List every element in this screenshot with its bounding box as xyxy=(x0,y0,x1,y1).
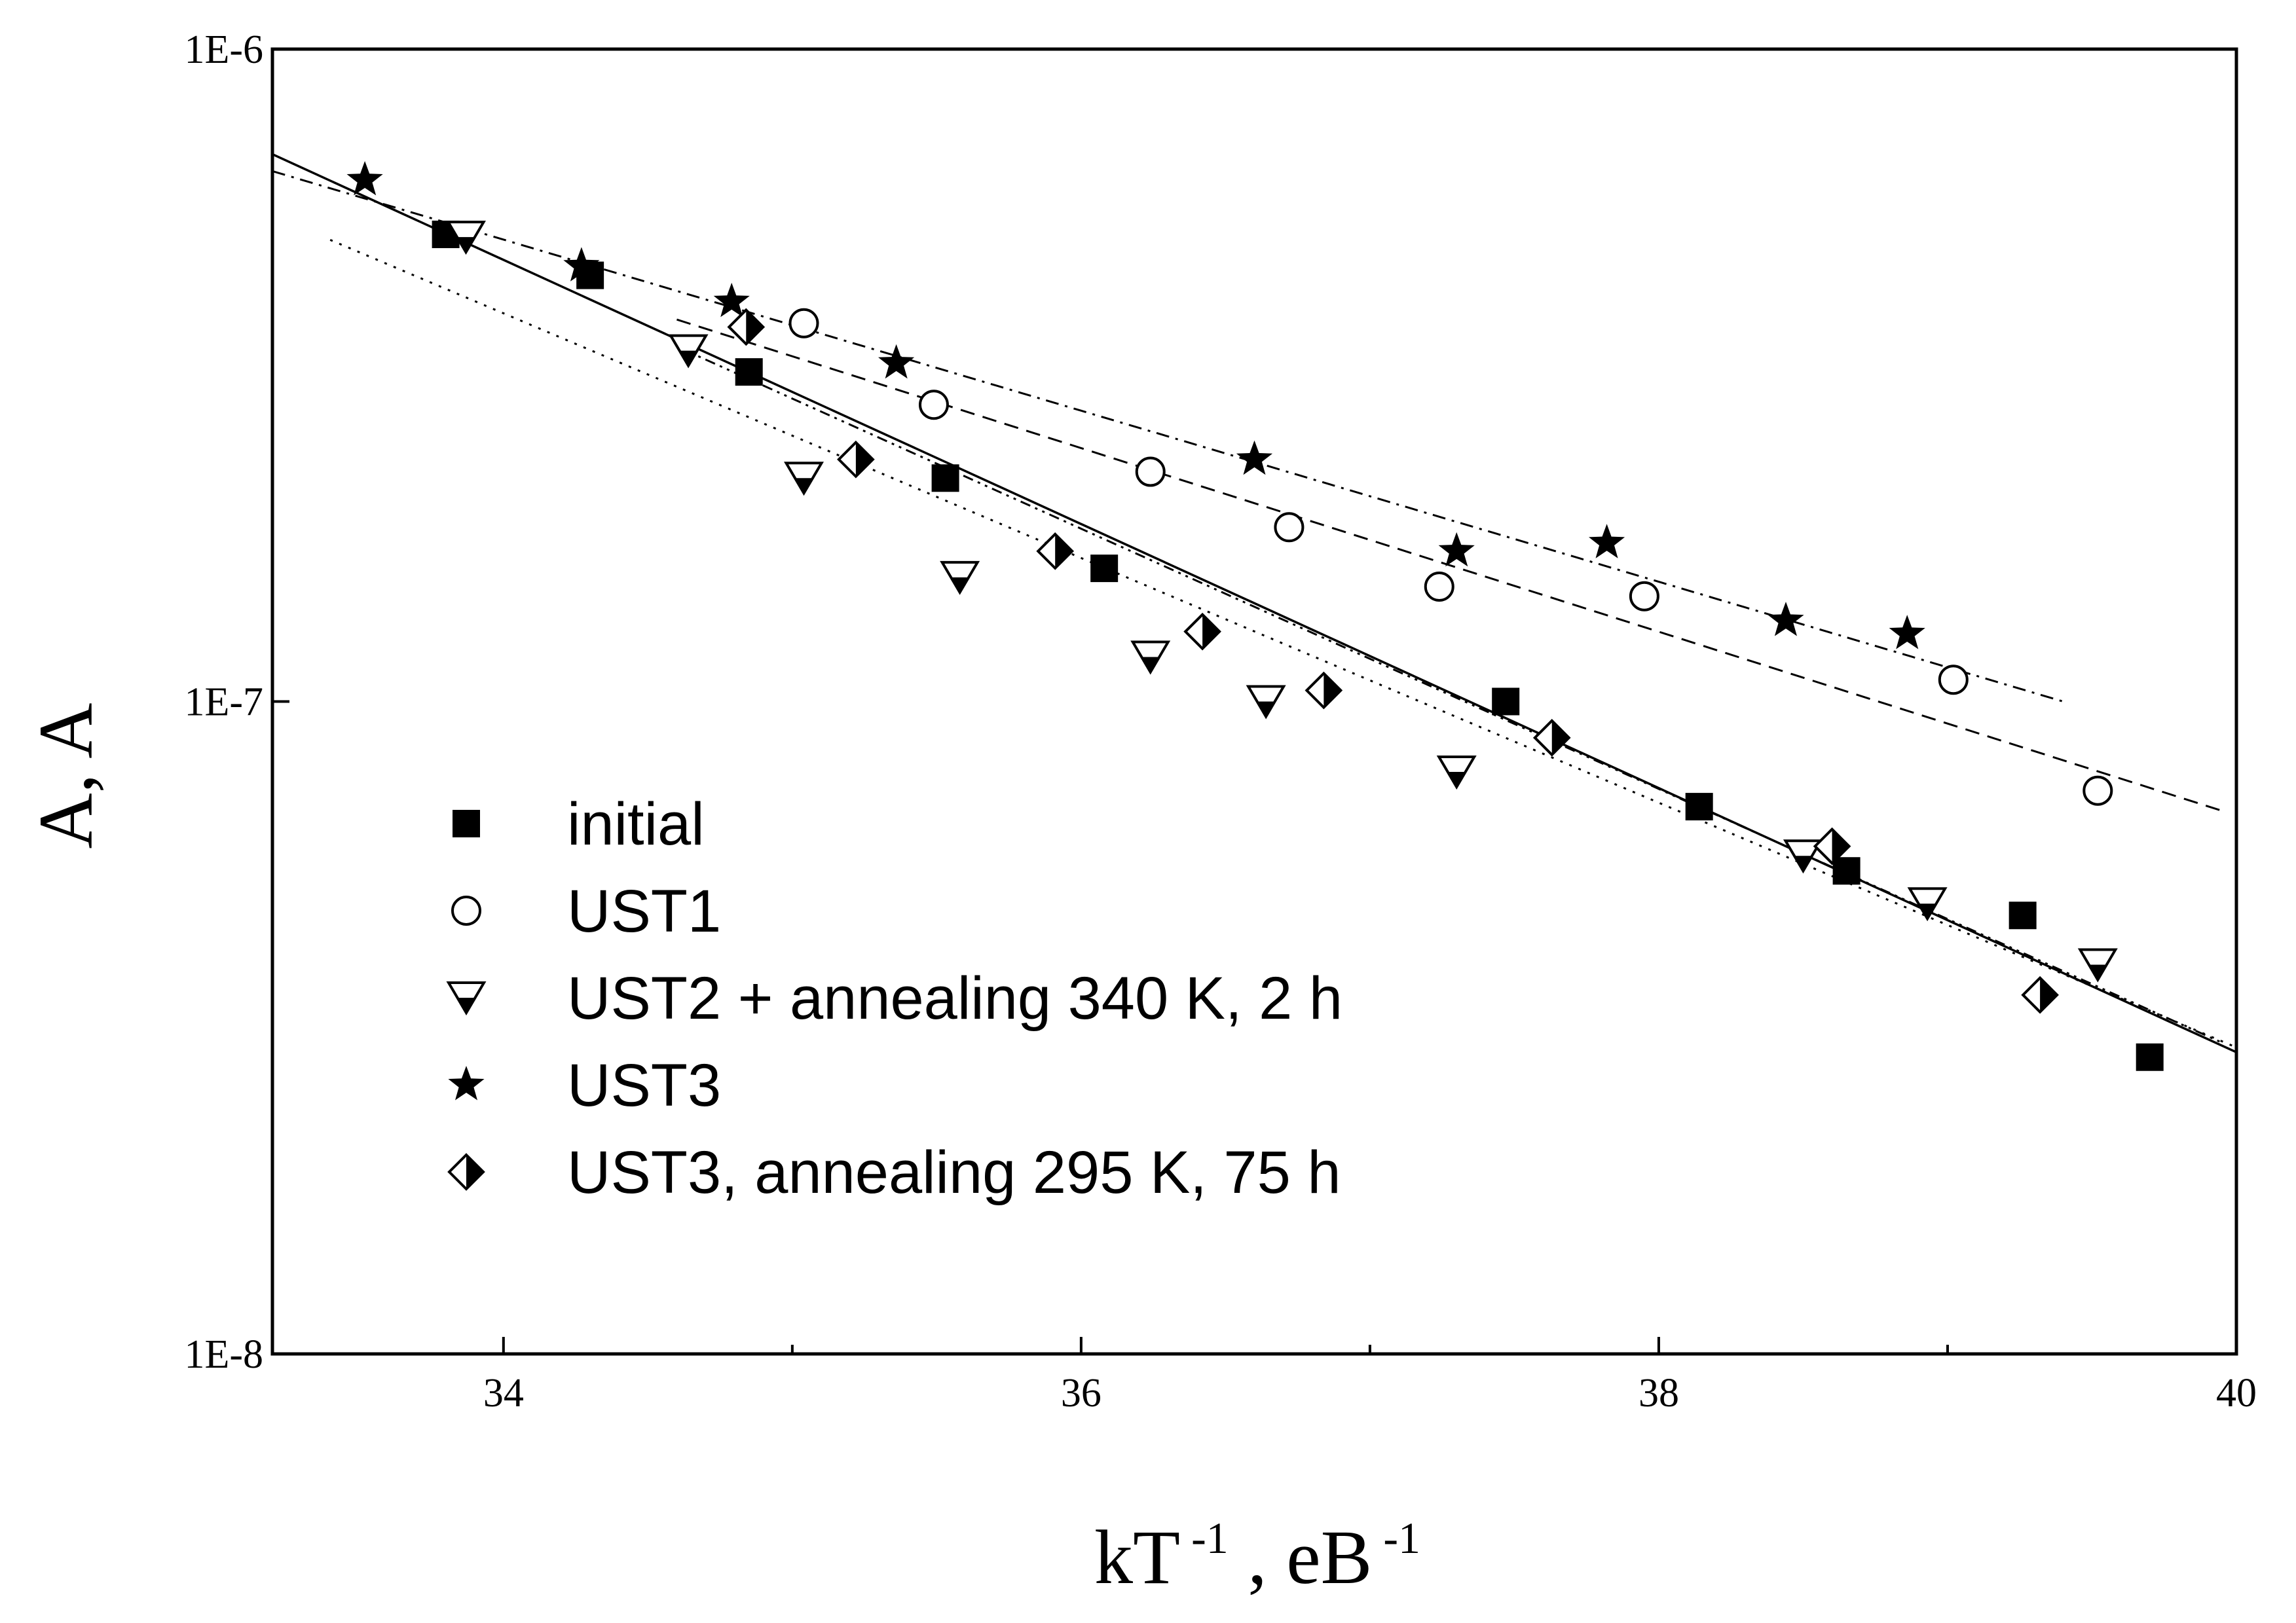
legend-label-3: UST2 + annealing 340 K, 2 h xyxy=(567,965,1342,1032)
data-point-series-3 xyxy=(1246,685,1286,720)
fit-lines xyxy=(272,153,2237,1053)
legend-label-5: UST3, annealing 295 K, 75 h xyxy=(567,1139,1341,1206)
data-point-series-5 xyxy=(837,440,875,479)
x-axis-label-part-5: -1 xyxy=(1372,1513,1420,1563)
y-axis: 1E-8 1E-7 1E-6 xyxy=(184,27,289,1377)
data-point-series-1 xyxy=(931,464,959,492)
data-point-series-5 xyxy=(1183,612,1221,651)
legend-marker-2 xyxy=(451,896,481,926)
data-point-series-4 xyxy=(1768,602,1804,636)
data-point-series-3 xyxy=(1436,756,1477,790)
data-points xyxy=(346,161,2164,1071)
data-point-series-3 xyxy=(1130,640,1171,675)
legend: initial UST1 UST2 + annealing 340 K, 2 h US… xyxy=(446,791,1342,1206)
data-point-series-2 xyxy=(1629,581,1659,611)
legend-label-1: initial xyxy=(567,791,705,858)
data-point-series-4 xyxy=(878,344,915,379)
data-point-series-2 xyxy=(1274,512,1305,543)
x-tick-label: 36 xyxy=(1061,1371,1102,1415)
data-point-series-5 xyxy=(1036,532,1075,570)
y-tick-label: 1E-8 xyxy=(184,1332,263,1377)
data-point-series-2 xyxy=(1938,665,1969,695)
x-axis-label: kT -1 , eB -1 xyxy=(1094,1513,1420,1600)
data-point-series-5 xyxy=(2021,976,2059,1014)
fit-line-5 xyxy=(676,345,2223,1044)
data-point-series-5 xyxy=(1532,718,1571,757)
legend-marker-4 xyxy=(448,1066,485,1101)
data-point-series-3 xyxy=(1907,887,1948,922)
x-axis-label-part-1: kT xyxy=(1094,1514,1180,1600)
data-point-series-4 xyxy=(713,282,750,318)
data-point-series-5 xyxy=(1813,827,1851,866)
fit-line-2 xyxy=(676,318,2223,812)
data-point-series-1 xyxy=(735,358,763,386)
data-point-series-3 xyxy=(445,221,486,255)
fit-line-3 xyxy=(329,239,2237,1049)
data-point-series-5 xyxy=(1305,671,1343,710)
data-point-series-1 xyxy=(2136,1043,2164,1071)
x-axis-label-part-2: -1 xyxy=(1180,1513,1229,1563)
data-point-series-1 xyxy=(1685,793,1713,821)
x-tick-label: 40 xyxy=(2216,1371,2257,1415)
data-point-series-3 xyxy=(668,334,709,369)
legend-marker-3 xyxy=(446,981,487,1015)
data-point-series-1 xyxy=(1492,687,1520,716)
data-point-series-1 xyxy=(2009,902,2037,930)
data-point-series-2 xyxy=(2083,775,2113,806)
data-point-series-1 xyxy=(1090,555,1119,583)
y-tick-label: 1E-6 xyxy=(184,27,263,72)
data-point-series-4 xyxy=(563,247,600,282)
data-point-series-2 xyxy=(1135,456,1166,487)
x-tick-label: 38 xyxy=(1639,1371,1679,1415)
x-axis: 34 36 38 40 xyxy=(483,1337,2257,1415)
data-point-series-3 xyxy=(1783,839,1823,874)
legend-label-4: UST3 xyxy=(567,1052,721,1119)
legend-label-2: UST1 xyxy=(567,878,721,945)
data-point-series-3 xyxy=(940,560,980,595)
data-point-series-5 xyxy=(727,308,766,346)
legend-marker-1 xyxy=(453,810,480,837)
data-point-series-4 xyxy=(1438,532,1475,567)
data-point-series-4 xyxy=(1889,615,1925,649)
x-tick-label: 34 xyxy=(483,1371,524,1415)
data-point-series-2 xyxy=(788,308,819,338)
data-point-series-1 xyxy=(1832,857,1861,885)
data-point-series-4 xyxy=(1236,440,1273,475)
data-point-series-4 xyxy=(1589,524,1625,558)
data-point-series-3 xyxy=(784,462,824,496)
data-point-series-2 xyxy=(1424,572,1454,602)
y-axis-label: A, A xyxy=(23,703,109,849)
data-point-series-4 xyxy=(346,161,383,196)
fit-line-4 xyxy=(272,170,2064,702)
x-axis-label-part-4: eB xyxy=(1286,1514,1372,1600)
y-tick-label: 1E-7 xyxy=(184,680,263,725)
legend-marker-5 xyxy=(447,1153,485,1191)
data-point-series-3 xyxy=(2077,948,2118,983)
data-point-series-2 xyxy=(918,390,949,420)
x-axis-label-part-3: , xyxy=(1229,1514,1287,1600)
